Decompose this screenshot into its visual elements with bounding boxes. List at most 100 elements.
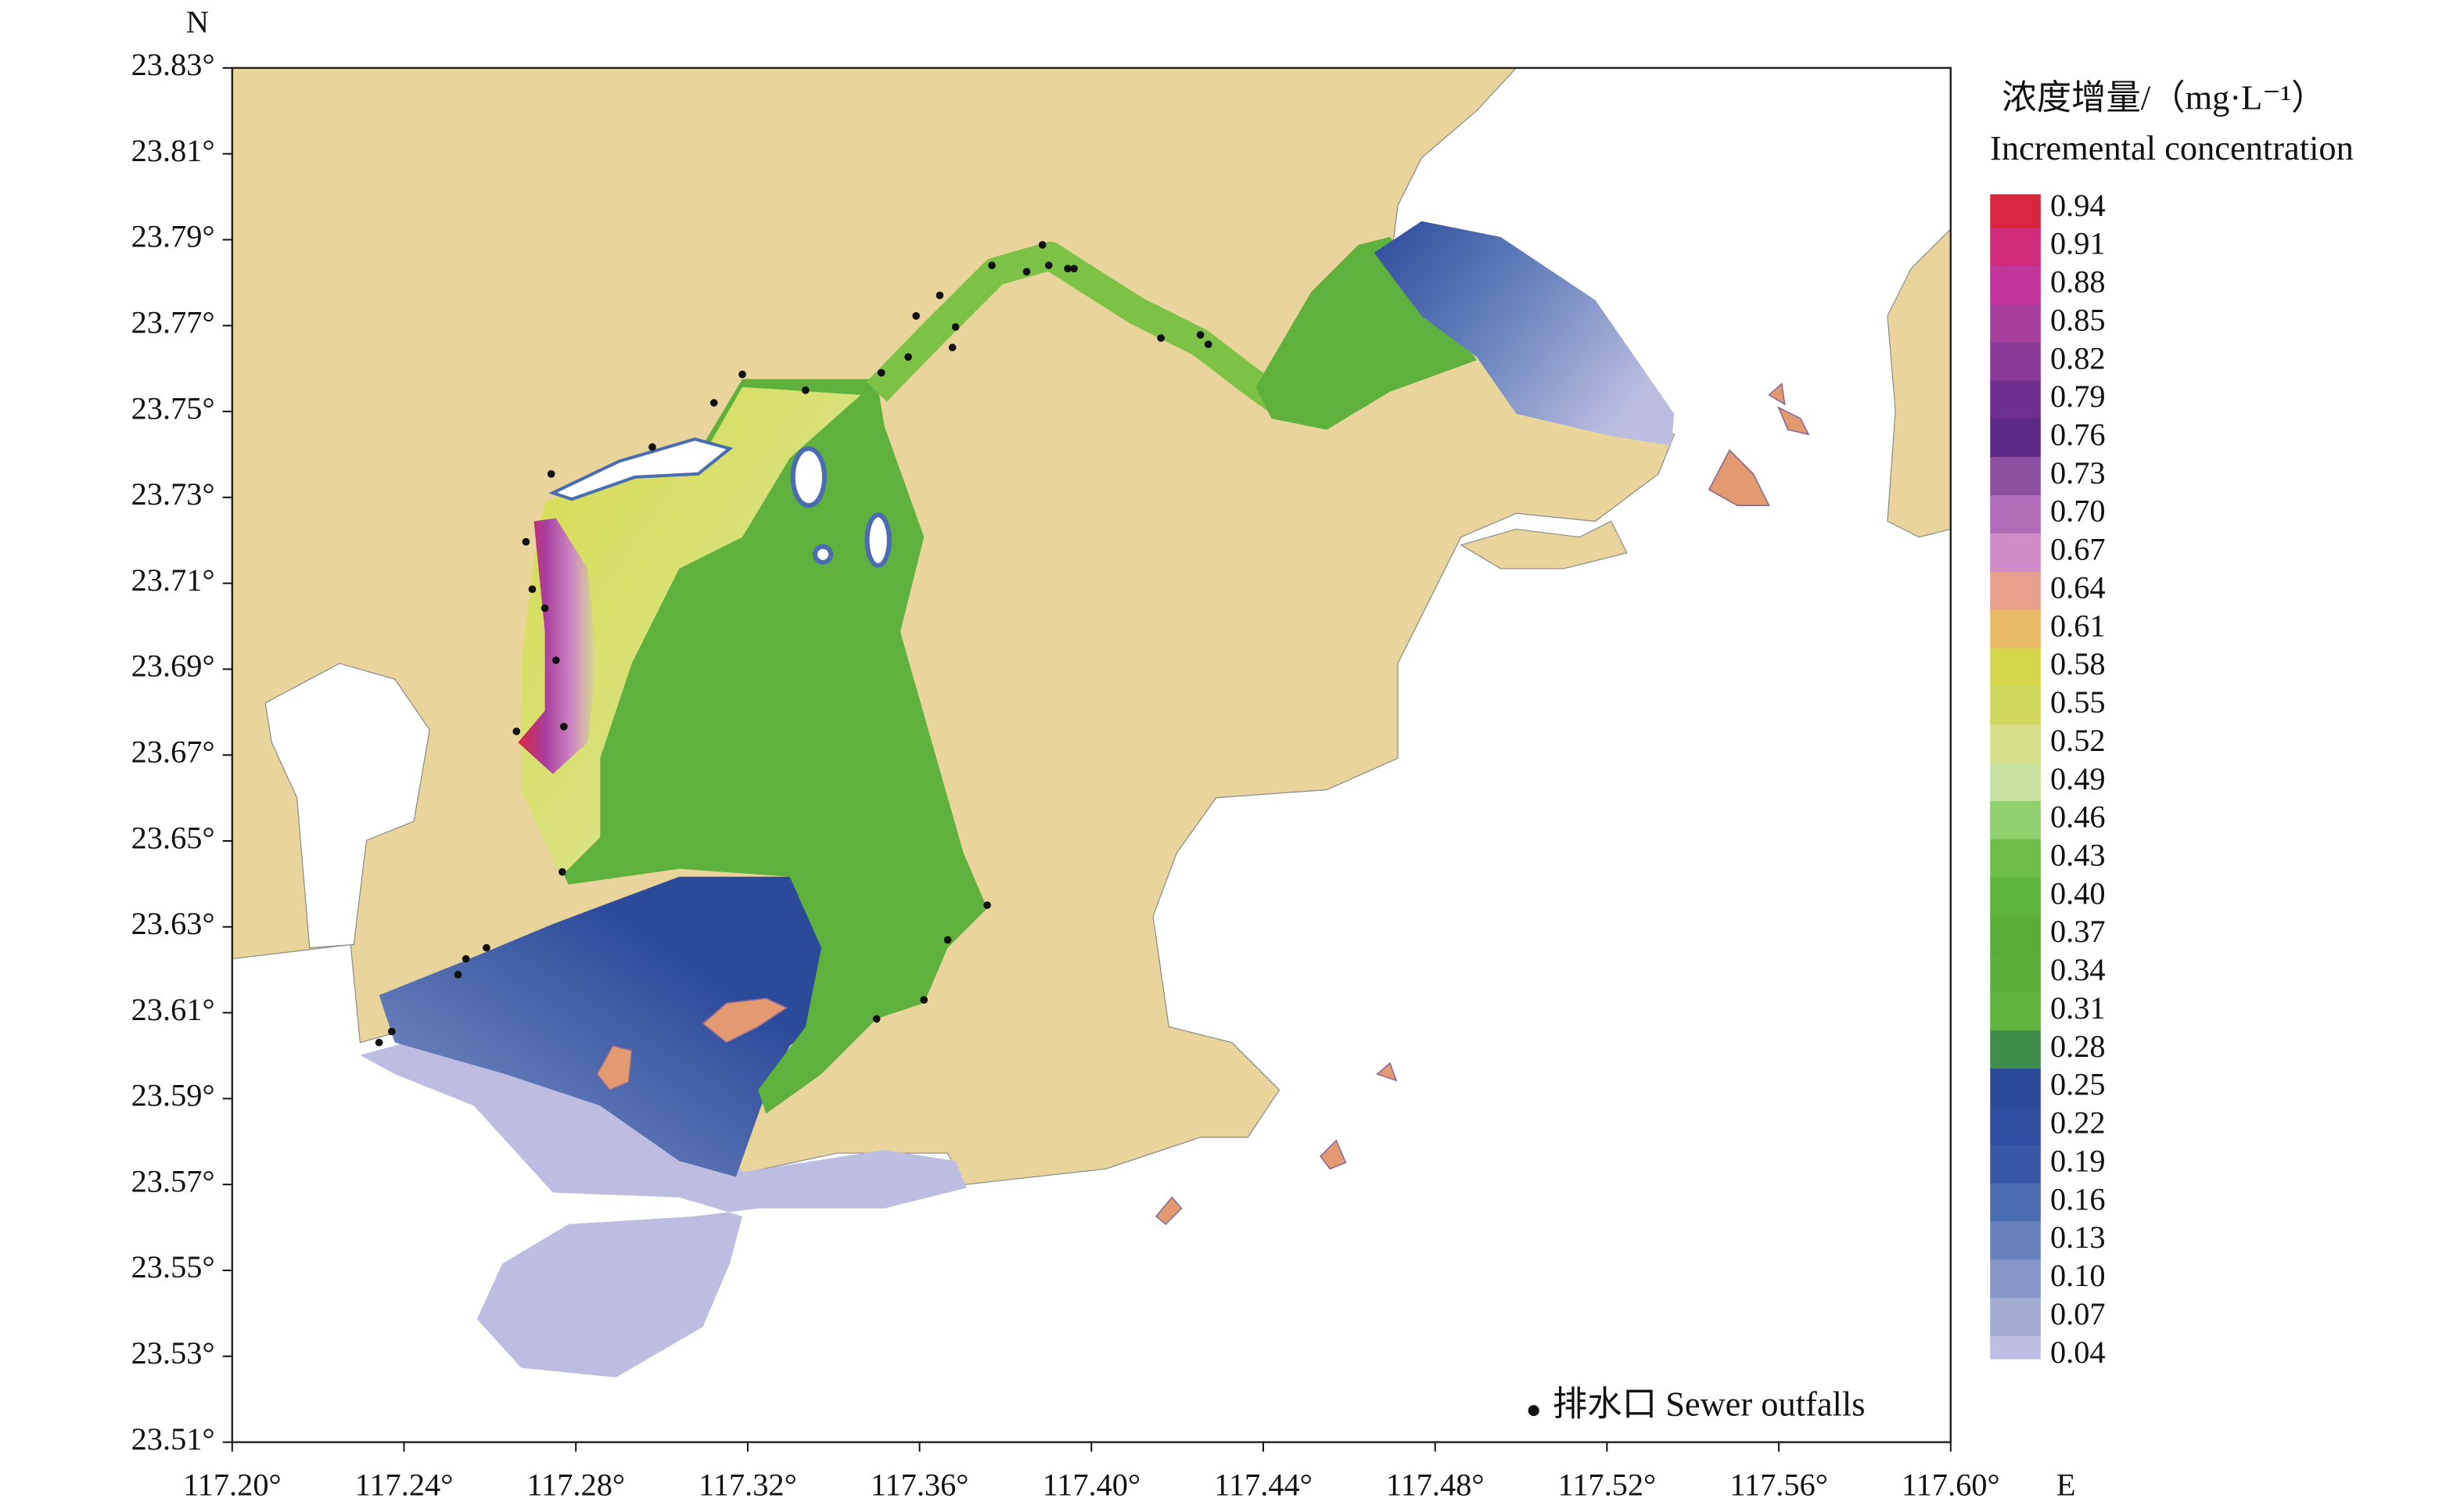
island [1708,449,1770,506]
colorbar-label: 0.94 [2050,188,2106,223]
outfall-marker [1064,264,1072,273]
colorbar-label: 0.10 [2050,1258,2106,1293]
coast-flat [548,437,734,501]
colorbar-label: 0.61 [2050,608,2106,643]
colorbar-swatch [1990,800,2041,840]
colorbar-label: 0.19 [2050,1143,2106,1178]
colorbar-swatch [1990,1030,2041,1070]
outfall-marker [551,656,560,664]
colorbar-label: 0.91 [2050,226,2106,261]
y-tick-label: 23.51° [131,1421,215,1457]
colorbar-label: 0.55 [2050,684,2106,720]
colorbar-swatch [1990,992,2041,1032]
island [1320,1139,1347,1170]
colorbar-label: 0.67 [2050,532,2106,567]
colorbar-swatch [1990,609,2041,649]
x-tick-label: 117.48° [1386,1467,1485,1502]
colorbar-label: 0.88 [2050,264,2106,300]
outfall-marker [483,943,490,952]
outfall-marker [559,868,566,876]
land-east [1887,228,1951,538]
y-tick-label: 23.61° [131,992,215,1027]
island [596,1044,633,1091]
outfall-marker [1022,268,1031,276]
outfall-marker [709,399,718,407]
x-tick-label: 117.32° [699,1467,797,1502]
colorbar-swatch [1990,915,2041,955]
axes: 117.20° 117.24° 117.28° 117.32° 117.36° 117.4… [131,47,2000,1502]
y-tick-label: 23.79° [131,219,215,254]
x-tick-label: 117.24° [355,1467,454,1502]
outfall-marker [522,537,530,546]
outfall-marker [1038,241,1047,249]
map-layers [232,67,1951,1443]
colorbar-swatch [1990,419,2041,458]
y-tick-label: 23.67° [131,734,215,769]
island [1376,1062,1398,1082]
y-tick-label: 23.77° [131,304,215,340]
outfalls [375,241,1212,1047]
colorbar-label: 0.58 [2050,646,2106,681]
y-tick-label: 23.55° [131,1249,215,1284]
outfall-legend-label: 排水口 Sewer outfalls [1553,1384,1866,1423]
colorbar-swatch [1990,571,2041,611]
outfall-marker [375,1038,383,1047]
x-tick-label: 117.28° [526,1467,625,1502]
x-tick-label: 117.40° [1042,1467,1140,1502]
north-label: N [186,5,209,40]
colorbar-label: 0.34 [2050,952,2106,987]
colorbar-label: 0.52 [2050,723,2106,758]
colorbar: 0.940.910.880.850.82 0.790.760.73 0.700.67… [1990,188,2106,1370]
colorbar-swatch [1990,1259,2041,1299]
x-tick-label: 117.56° [1729,1467,1828,1502]
y-tick-label: 23.53° [131,1335,215,1371]
land-peninsula [1460,520,1628,569]
outfall-marker [948,343,957,352]
plume-fan [1374,221,1675,446]
outfall-marker [512,728,521,735]
x-tick-label: 117.44° [1214,1467,1313,1502]
colorbar-swatch [1990,839,2041,878]
outfall-marker [920,996,928,1004]
islands [596,383,1810,1226]
outfall-marker [1044,261,1053,270]
outfall-marker [541,604,549,613]
outfall-marker [1157,334,1165,342]
islet [864,512,892,568]
colorbar-swatch [1990,1106,2041,1146]
colorbar-swatch [1990,227,2041,267]
harbor [264,663,430,949]
east-label: E [2056,1467,2076,1502]
colorbar-swatch [1990,954,2041,993]
outfall-marker [988,261,996,270]
colorbar-label: 0.49 [2050,761,2106,796]
plume-blue [379,876,838,1177]
outfall-marker [462,954,470,963]
x-tick-label: 117.36° [871,1467,969,1502]
outfall-marker [983,901,991,909]
y-tick-label: 23.59° [131,1078,215,1113]
y-tick-label: 23.83° [131,47,215,82]
colorbar-label: 0.64 [2050,569,2106,605]
legend-title: 浓度增量/（mg·L⁻¹） [2002,77,2326,117]
outfall-marker [872,1015,881,1023]
colorbar-label: 0.82 [2050,340,2106,375]
colorbar-swatch [1990,686,2041,726]
outfall-marker [387,1027,396,1036]
colorbar-swatch [1990,724,2041,764]
colorbar-swatch [1990,194,2041,228]
outfall-marker [454,971,462,979]
colorbar-label: 0.46 [2050,799,2106,835]
colorbar-label: 0.13 [2050,1220,2106,1255]
island [702,997,788,1044]
y-tick-label: 23.73° [131,476,215,512]
y-tick-label: 23.65° [131,820,215,855]
outfall-marker [951,323,960,331]
islet [812,544,834,565]
colorbar-swatch [1990,457,2041,497]
x-tick-label: 117.60° [1902,1467,2000,1502]
outfall-legend-marker [1528,1405,1539,1417]
colorbar-swatch [1990,265,2041,305]
colorbar-swatch [1990,304,2041,343]
